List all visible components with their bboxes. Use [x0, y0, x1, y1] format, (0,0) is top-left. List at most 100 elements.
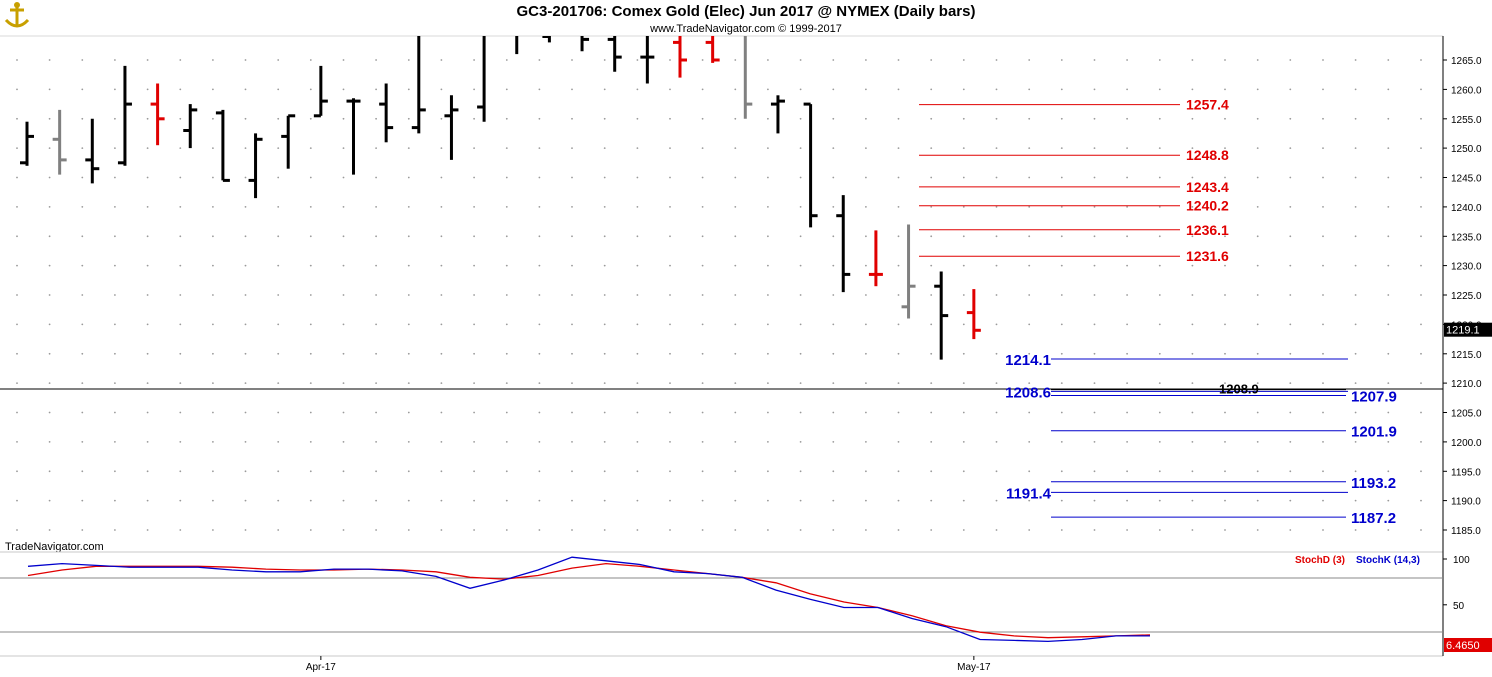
- grid-dot: [930, 382, 933, 384]
- ohlc-bar: [346, 98, 361, 175]
- grid-dot: [636, 352, 639, 355]
- grid-dot: [538, 499, 541, 502]
- grid-dot: [212, 411, 214, 414]
- grid-dot: [1060, 382, 1063, 384]
- grid-dot: [1224, 499, 1226, 502]
- ohlc-bar: [868, 230, 883, 287]
- grid-dot: [505, 323, 508, 326]
- grid-dot: [212, 235, 214, 238]
- grid-dot: [636, 176, 639, 179]
- grid-dot: [1420, 529, 1422, 531]
- grid-dot: [1420, 323, 1422, 326]
- grid-dot: [734, 176, 737, 179]
- grid-dot: [1289, 294, 1292, 296]
- grid-dot: [1256, 352, 1259, 355]
- grid-dot: [1420, 382, 1422, 384]
- grid-dot: [636, 294, 639, 296]
- grid-dot: [81, 176, 84, 179]
- grid-dot: [799, 176, 802, 179]
- grid-dot: [244, 323, 247, 326]
- last-price-box: [1444, 322, 1492, 337]
- grid-dot: [701, 147, 704, 150]
- grid-dot: [1387, 470, 1390, 473]
- grid-dot: [1093, 294, 1096, 296]
- grid-dot: [832, 235, 835, 238]
- grid-dot: [897, 499, 900, 502]
- grid-dot: [1060, 59, 1063, 61]
- grid-dot: [865, 441, 867, 443]
- grid-dot: [603, 294, 606, 296]
- grid-dot: [473, 411, 475, 414]
- grid-dot: [669, 176, 671, 179]
- grid-dot: [1256, 147, 1259, 150]
- grid-dot: [832, 147, 835, 150]
- grid-dot: [244, 499, 247, 502]
- grid-dot: [16, 59, 18, 61]
- grid-dot: [48, 411, 51, 414]
- grid-dot: [1387, 499, 1390, 502]
- grid-dot: [1191, 176, 1194, 179]
- grid-dot: [277, 294, 280, 296]
- grid-dot: [114, 499, 116, 502]
- grid-dot: [473, 117, 475, 120]
- grid-dot: [1191, 352, 1194, 355]
- grid-dot: [1158, 88, 1161, 91]
- stoch-y-tick-label: 50: [1453, 601, 1465, 612]
- grid-dot: [244, 206, 247, 208]
- grid-dot: [995, 294, 998, 296]
- grid-dot: [16, 206, 18, 208]
- y-tick-label: 1190.0: [1451, 497, 1481, 508]
- grid-dot: [897, 147, 900, 150]
- grid-dot: [1420, 352, 1422, 355]
- grid-dot: [342, 352, 345, 355]
- grid-dot: [799, 441, 802, 443]
- grid-dot: [1158, 147, 1161, 150]
- grid-dot: [179, 206, 182, 208]
- grid-dot: [832, 499, 835, 502]
- grid-dot: [81, 441, 84, 443]
- ohlc-bar: [183, 104, 198, 149]
- grid-dot: [440, 264, 443, 267]
- grid-dot: [930, 264, 933, 267]
- grid-dot: [1256, 441, 1259, 443]
- grid-dot: [1224, 529, 1226, 531]
- y-tick-label: 1200.0: [1451, 438, 1482, 449]
- y-tick-label: 1210.0: [1451, 379, 1482, 390]
- grid-dot: [244, 470, 247, 473]
- grid-dot: [1060, 147, 1063, 150]
- grid-dot: [538, 117, 541, 120]
- grid-dot: [407, 176, 410, 179]
- grid-dot: [1289, 352, 1292, 355]
- grid-dot: [1191, 264, 1194, 267]
- grid-dot: [636, 147, 639, 150]
- grid-dot: [1256, 294, 1259, 296]
- resistance-label: 1240.2: [1186, 198, 1229, 214]
- grid-dot: [146, 499, 149, 502]
- grid-dot: [995, 323, 998, 326]
- grid-dot: [1289, 529, 1292, 531]
- grid-dot: [962, 206, 965, 208]
- grid-dot: [473, 235, 475, 238]
- grid-dot: [1354, 264, 1357, 267]
- grid-dot: [440, 352, 443, 355]
- grid-dot: [1420, 264, 1422, 267]
- grid-dot: [897, 88, 900, 91]
- grid-dot: [212, 529, 214, 531]
- grid-dot: [1420, 59, 1422, 61]
- grid-dot: [636, 411, 639, 414]
- grid-dot: [930, 176, 933, 179]
- grid-dot: [505, 294, 508, 296]
- grid-dot: [16, 294, 18, 296]
- grid-dot: [440, 323, 443, 326]
- grid-dot: [179, 352, 182, 355]
- grid-dot: [440, 176, 443, 179]
- grid-dot: [734, 147, 737, 150]
- ohlc-bar: [52, 109, 67, 175]
- grid-dot: [832, 294, 835, 296]
- grid-dot: [505, 529, 508, 531]
- grid-dot: [767, 470, 769, 473]
- grid-dot: [146, 235, 149, 238]
- grid-dot: [407, 529, 410, 531]
- grid-dot: [48, 352, 51, 355]
